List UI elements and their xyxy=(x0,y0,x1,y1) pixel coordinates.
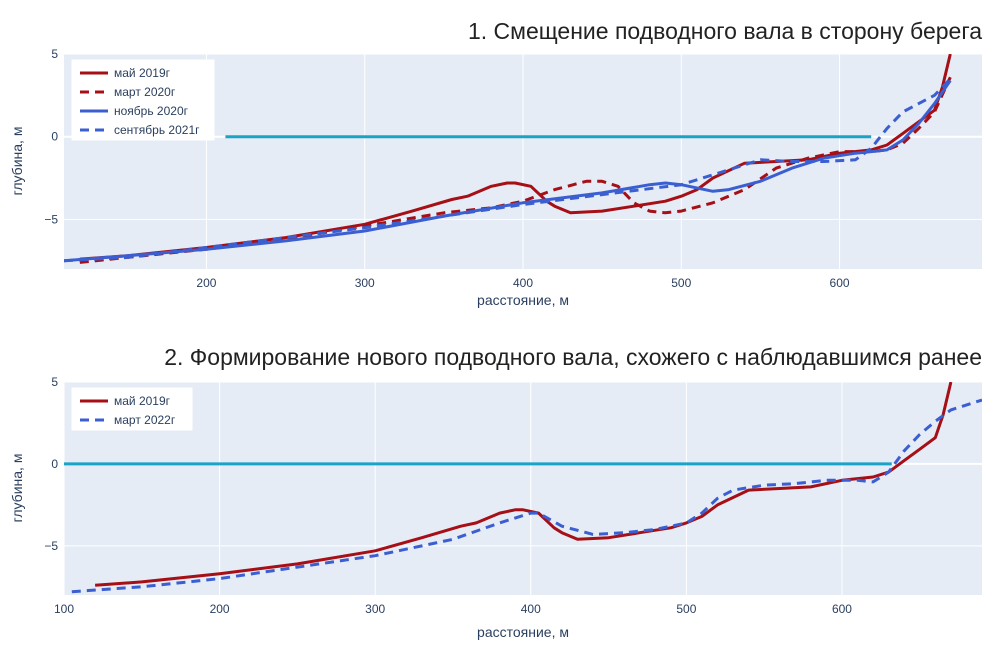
chart2-ytick-5: 5 xyxy=(51,375,58,389)
chart2-xtick-400: 400 xyxy=(521,602,541,616)
chart2-legend[interactable]: май 2019г март 2022г xyxy=(71,387,193,431)
chart2-marks xyxy=(64,382,982,594)
chart1-xtick-600: 600 xyxy=(830,276,850,290)
chart1-ticks: 200 300 400 500 600 −5 0 5 xyxy=(44,47,850,290)
chart2-title: 2. Формирование нового подводного вала, … xyxy=(164,344,982,370)
chart1-legend[interactable]: май 2019г март 2020г ноябрь 2020г сентябрь … xyxy=(71,59,215,141)
chart2-plot-area xyxy=(64,382,982,595)
chart1-series-line-1[interactable] xyxy=(79,54,952,261)
chart2-xtick-200: 200 xyxy=(210,602,230,616)
chart1-series-line-3[interactable] xyxy=(64,79,952,263)
chart2-series-line-2[interactable] xyxy=(71,398,982,594)
chart2-xtick-500: 500 xyxy=(676,602,696,616)
chart2-xtick-300: 300 xyxy=(365,602,385,616)
chart1-legend-label-4[interactable]: сентябрь 2021г xyxy=(114,123,200,137)
chart1: 200 300 400 500 600 −5 0 5 май 2019г март 2020г н… xyxy=(9,47,982,308)
chart1-xtick-200: 200 xyxy=(196,276,216,290)
chart1-ytick-0: 0 xyxy=(51,130,58,144)
chart2-ticks: 100 200 300 400 500 600 −5 0 5 xyxy=(44,375,852,616)
chart1-ytick-5: 5 xyxy=(51,47,58,61)
chart1-xtick-400: 400 xyxy=(513,276,533,290)
chart2-ylabel: глубина, м xyxy=(9,454,25,523)
chart1-marks xyxy=(64,54,952,264)
chart2-ytick-m5: −5 xyxy=(44,539,58,553)
chart1-ytick-m5: −5 xyxy=(44,212,58,226)
chart2-ytick-0: 0 xyxy=(51,457,58,471)
chart1-xlabel: расстояние, м xyxy=(477,292,569,308)
chart2-legend-box xyxy=(71,387,193,431)
chart1-ylabel: глубина, м xyxy=(9,127,25,196)
chart1-xtick-500: 500 xyxy=(671,276,691,290)
chart1-legend-label-3[interactable]: ноябрь 2020г xyxy=(114,104,189,118)
chart2-xtick-600: 600 xyxy=(832,602,852,616)
chart2-legend-label-1[interactable]: май 2019г xyxy=(114,394,171,408)
chart2-legend-label-2[interactable]: март 2022г xyxy=(114,413,176,427)
chart1-title: 1. Смещение подводного вала в сторону бе… xyxy=(468,18,982,44)
chart1-xtick-300: 300 xyxy=(355,276,375,290)
chart2-xtick-100: 100 xyxy=(54,602,74,616)
chart2-xlabel: расстояние, м xyxy=(477,624,569,640)
chart1-legend-label-1[interactable]: май 2019г xyxy=(114,66,171,80)
chart1-legend-label-2[interactable]: март 2020г xyxy=(114,85,176,99)
chart2: 100 200 300 400 500 600 −5 0 5 май 2019г март 202… xyxy=(9,375,982,640)
